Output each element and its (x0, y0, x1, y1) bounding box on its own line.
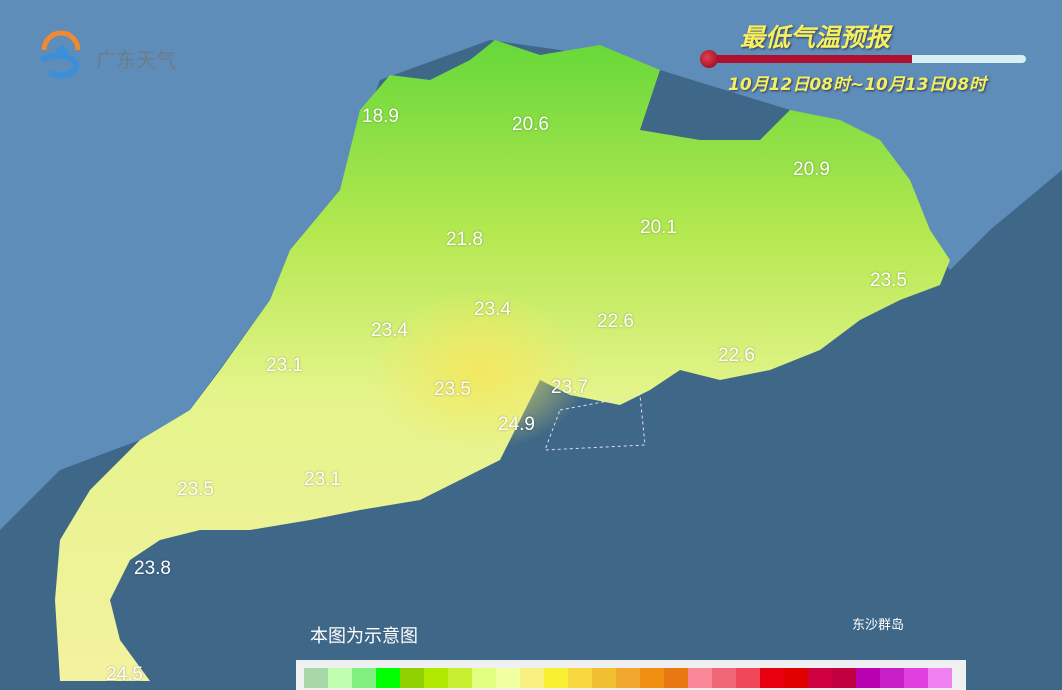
temp-label: 18.9 (362, 106, 399, 127)
legend-swatch (640, 668, 664, 688)
temp-label: 21.8 (446, 229, 483, 250)
temp-label: 23.8 (134, 558, 171, 579)
map-title: 最低气温预报 (740, 23, 891, 52)
logo-text: 广东天气 (96, 48, 176, 72)
legend-swatch (520, 668, 544, 688)
temp-label: 23.1 (304, 469, 341, 490)
temp-label: 23.1 (266, 355, 303, 376)
legend-swatch (928, 668, 952, 688)
legend-swatch (376, 668, 400, 688)
legend-swatch (760, 668, 784, 688)
legend-swatch (784, 668, 808, 688)
legend-swatch (448, 668, 472, 688)
legend-swatch (544, 668, 568, 688)
temp-label: 23.5 (434, 379, 471, 400)
temp-label: 23.5 (870, 270, 907, 291)
warm-zone (370, 290, 590, 450)
legend-swatch (880, 668, 904, 688)
legend-swatch (496, 668, 520, 688)
legend-swatch (424, 668, 448, 688)
legend-swatch (616, 668, 640, 688)
temp-label: 20.1 (640, 217, 677, 238)
legend-swatch (664, 668, 688, 688)
temp-label: 22.6 (597, 311, 634, 332)
land-outside-province (0, 0, 1062, 530)
legend-swatch (472, 668, 496, 688)
forecast-time-range: 10月12日08时~10月13日08时 (728, 75, 987, 95)
legend-swatch (400, 668, 424, 688)
legend-swatch (712, 668, 736, 688)
legend-swatch (736, 668, 760, 688)
temp-label: 24.9 (498, 414, 535, 435)
temp-label: 23.4 (474, 299, 511, 320)
temp-label: 22.6 (718, 345, 755, 366)
legend-swatch (688, 668, 712, 688)
weather-logo-icon (36, 26, 86, 82)
island-label: 东沙群岛 (852, 618, 905, 633)
temp-label: 23.7 (551, 377, 588, 398)
legend-swatch (352, 668, 376, 688)
legend-swatch (568, 668, 592, 688)
legend-swatch (832, 668, 856, 688)
schematic-note: 本图为示意图 (310, 626, 418, 647)
temp-label: 20.9 (793, 159, 830, 180)
legend-swatch (592, 668, 616, 688)
color-legend (296, 660, 966, 690)
temp-label: 24.5 (106, 664, 143, 685)
legend-swatch (856, 668, 880, 688)
temp-label: 20.6 (512, 114, 549, 135)
temp-label: 23.4 (371, 320, 408, 341)
legend-swatch (328, 668, 352, 688)
temp-label: 23.5 (177, 479, 214, 500)
island-outline (544, 394, 646, 451)
legend-swatch (904, 668, 928, 688)
legend-swatch (304, 668, 328, 688)
thermometer-icon (700, 50, 1026, 68)
legend-swatch (808, 668, 832, 688)
